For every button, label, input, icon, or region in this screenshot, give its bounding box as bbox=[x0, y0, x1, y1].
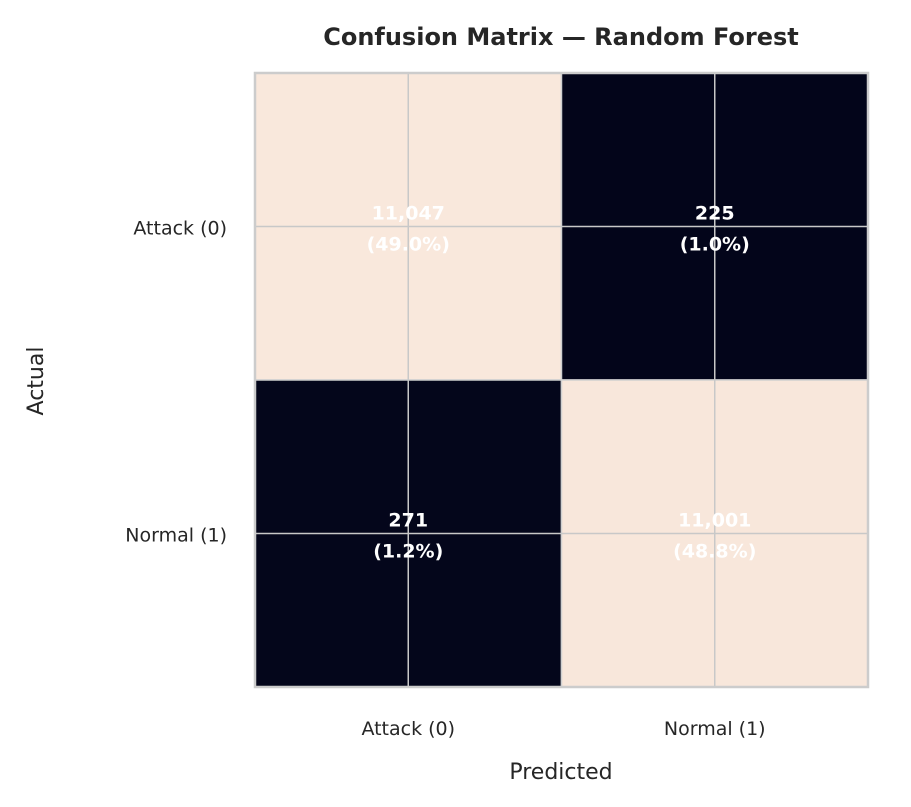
y-tick-labels: Attack (0) Normal (1) bbox=[125, 218, 227, 547]
cell-percent-label: (1.0%) bbox=[680, 234, 750, 256]
cell-annotations: 11,047 (49.0%) 225 (1.0%) 271 (1.2%) 11,001 (48… bbox=[367, 203, 757, 563]
y-axis-label: Actual bbox=[24, 347, 49, 416]
y-tick-label: Attack (0) bbox=[133, 218, 227, 240]
x-tick-labels: Attack (0) Normal (1) bbox=[361, 718, 765, 740]
heatmap-cells bbox=[254, 72, 869, 688]
x-tick-label: Normal (1) bbox=[664, 718, 766, 740]
x-axis-label: Predicted bbox=[509, 760, 612, 785]
cell-percent-label: (1.2%) bbox=[373, 541, 443, 563]
cell-count-label: 225 bbox=[695, 203, 735, 225]
cell-count-label: 271 bbox=[388, 510, 428, 532]
cell-percent-label: (49.0%) bbox=[367, 234, 450, 256]
cell-percent-label: (48.8%) bbox=[673, 541, 756, 563]
chart-title: Confusion Matrix — Random Forest bbox=[323, 23, 799, 51]
y-tick-label: Normal (1) bbox=[125, 525, 227, 547]
cell-count-label: 11,001 bbox=[678, 510, 751, 532]
cell-count-label: 11,047 bbox=[372, 203, 445, 225]
x-tick-label: Attack (0) bbox=[361, 718, 455, 740]
plot-frame bbox=[253, 71, 870, 689]
gridlines bbox=[255, 73, 868, 687]
